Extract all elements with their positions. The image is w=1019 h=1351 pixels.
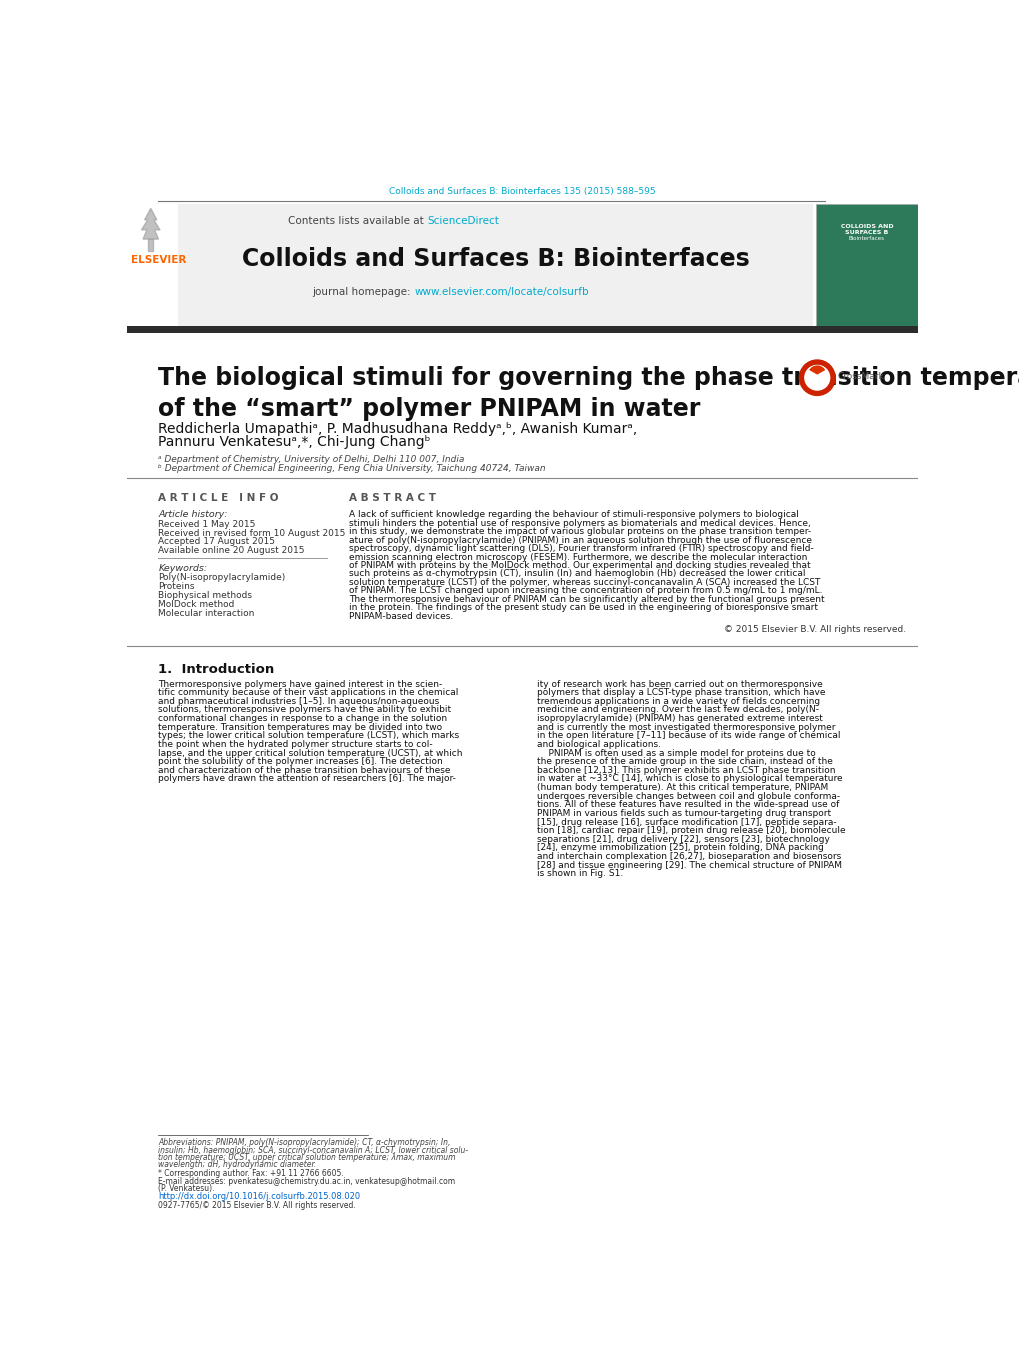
Text: * Corresponding author. Fax: +91 11 2766 6605.: * Corresponding author. Fax: +91 11 2766… (158, 1169, 344, 1178)
Text: Poly(N-isopropylacrylamide): Poly(N-isopropylacrylamide) (158, 573, 285, 582)
Text: PNIPAM in various fields such as tumour-targeting drug transport: PNIPAM in various fields such as tumour-… (536, 809, 830, 817)
Text: in water at ~33°C [14], which is close to physiological temperature: in water at ~33°C [14], which is close t… (536, 774, 842, 784)
Text: 1.  Introduction: 1. Introduction (158, 662, 274, 676)
Text: MolDock method: MolDock method (158, 600, 234, 609)
Text: point the solubility of the polymer increases [6]. The detection: point the solubility of the polymer incr… (158, 757, 443, 766)
Text: A lack of sufficient knowledge regarding the behaviour of stimuli-responsive pol: A lack of sufficient knowledge regarding… (348, 511, 798, 519)
Text: and pharmaceutical industries [1–5]. In aqueous/non-aqueous: and pharmaceutical industries [1–5]. In … (158, 697, 439, 705)
Text: 0927-7765/© 2015 Elsevier B.V. All rights reserved.: 0927-7765/© 2015 Elsevier B.V. All right… (158, 1201, 356, 1210)
Text: Biointerfaces: Biointerfaces (848, 236, 884, 240)
Text: and interchain complexation [26,27], bioseparation and biosensors: and interchain complexation [26,27], bio… (536, 852, 840, 861)
Text: in the open literature [7–11] because of its wide range of chemical: in the open literature [7–11] because of… (536, 731, 840, 740)
Text: Biophysical methods: Biophysical methods (158, 590, 253, 600)
Text: www.elsevier.com/locate/colsurfb: www.elsevier.com/locate/colsurfb (414, 286, 588, 297)
Text: Molecular interaction: Molecular interaction (158, 609, 255, 617)
Text: (human body temperature). At this critical temperature, PNIPAM: (human body temperature). At this critic… (536, 784, 827, 792)
Text: undergoes reversible changes between coil and globule conforma-: undergoes reversible changes between coi… (536, 792, 839, 801)
Text: insulin; Hb, haemoglobin; SCA, succinyl-concanavalin A; LCST, lower critical sol: insulin; Hb, haemoglobin; SCA, succinyl-… (158, 1146, 468, 1155)
Text: separations [21], drug delivery [22], sensors [23], biotechnology: separations [21], drug delivery [22], se… (536, 835, 828, 844)
Text: ature of poly(N-isopropylacrylamide) (PNIPAM) in an aqueous solution through the: ature of poly(N-isopropylacrylamide) (PN… (348, 535, 811, 544)
Text: conformational changes in response to a change in the solution: conformational changes in response to a … (158, 715, 447, 723)
Text: stimuli hinders the potential use of responsive polymers as biomaterials and med: stimuli hinders the potential use of res… (348, 519, 810, 528)
Bar (177, 204, 812, 328)
Text: Available online 20 August 2015: Available online 20 August 2015 (158, 546, 305, 554)
Text: [28] and tissue engineering [29]. The chemical structure of PNIPAM: [28] and tissue engineering [29]. The ch… (536, 861, 841, 870)
Text: lapse, and the upper critical solution temperature (UCST), at which: lapse, and the upper critical solution t… (158, 748, 463, 758)
Text: backbone [12,13]. This polymer exhibits an LCST phase transition: backbone [12,13]. This polymer exhibits … (536, 766, 835, 775)
Text: (P. Venkatesu).: (P. Venkatesu). (158, 1183, 215, 1193)
Text: Keywords:: Keywords: (158, 565, 208, 573)
Text: tremendous applications in a wide variety of fields concerning: tremendous applications in a wide variet… (536, 697, 819, 705)
Text: of PNIPAM with proteins by the MolDock method. Our experimental and docking stud: of PNIPAM with proteins by the MolDock m… (348, 561, 810, 570)
Text: [24], enzyme immobilization [25], protein folding, DNA packing: [24], enzyme immobilization [25], protei… (536, 843, 822, 852)
Text: Colloids and Surfaces B: Biointerfaces: Colloids and Surfaces B: Biointerfaces (242, 247, 749, 270)
Text: Contents lists available at: Contents lists available at (288, 216, 427, 226)
Text: Thermoresponsive polymers have gained interest in the scien-: Thermoresponsive polymers have gained in… (158, 680, 442, 689)
Polygon shape (149, 239, 153, 251)
Text: solutions, thermoresponsive polymers have the ability to exhibit: solutions, thermoresponsive polymers hav… (158, 705, 451, 715)
Text: PNIPAM-based devices.: PNIPAM-based devices. (348, 612, 453, 621)
Text: emission scanning electron microscopy (FESEM). Furthermore, we describe the mole: emission scanning electron microscopy (F… (348, 553, 807, 562)
Text: ᵇ Department of Chemical Engineering, Feng Chia University, Taichung 40724, Taiw: ᵇ Department of Chemical Engineering, Fe… (158, 463, 545, 473)
Text: [15], drug release [16], surface modification [17], peptide separa-: [15], drug release [16], surface modific… (536, 817, 836, 827)
Text: ELSEVIER: ELSEVIER (131, 254, 186, 265)
Text: and biological applications.: and biological applications. (536, 740, 660, 748)
Text: The thermoresponsive behaviour of PNIPAM can be significantly altered by the fun: The thermoresponsive behaviour of PNIPAM… (348, 594, 824, 604)
Circle shape (804, 365, 828, 390)
Text: solution temperature (LCST) of the polymer, whereas succinyl-concanavalin A (SCA: solution temperature (LCST) of the polym… (348, 578, 819, 586)
Text: A R T I C L E   I N F O: A R T I C L E I N F O (158, 493, 279, 503)
Text: is shown in Fig. S1.: is shown in Fig. S1. (536, 869, 623, 878)
Text: journal homepage:: journal homepage: (312, 286, 414, 297)
Text: temperature. Transition temperatures may be divided into two: temperature. Transition temperatures may… (158, 723, 442, 732)
Text: the presence of the amide group in the side chain, instead of the: the presence of the amide group in the s… (536, 757, 832, 766)
Text: tion temperature; UCST, upper critical solution temperature; λmax, maximum: tion temperature; UCST, upper critical s… (158, 1154, 455, 1162)
Text: COLLOIDS AND: COLLOIDS AND (840, 224, 893, 228)
Text: Received in revised form 10 August 2015: Received in revised form 10 August 2015 (158, 528, 345, 538)
Text: A B S T R A C T: A B S T R A C T (348, 493, 436, 503)
Text: Abbreviations: PNIPAM, poly(N-isopropylacrylamide); CT, α-chymotrypsin; In,: Abbreviations: PNIPAM, poly(N-isopropyla… (158, 1139, 450, 1147)
Text: PNIPAM is often used as a simple model for proteins due to: PNIPAM is often used as a simple model f… (536, 748, 814, 758)
Text: ᵃ Department of Chemistry, University of Delhi, Delhi 110 007, India: ᵃ Department of Chemistry, University of… (158, 455, 465, 463)
Text: polymers have drawn the attention of researchers [6]. The major-: polymers have drawn the attention of res… (158, 774, 455, 784)
Bar (815, 204, 917, 328)
Text: in the protein. The findings of the present study can be used in the engineering: in the protein. The findings of the pres… (348, 604, 817, 612)
Text: isopropylacrylamide) (PNIPAM) has generated extreme interest: isopropylacrylamide) (PNIPAM) has genera… (536, 715, 821, 723)
Text: SURFACES B: SURFACES B (845, 230, 888, 235)
Wedge shape (808, 365, 824, 374)
Text: CrossMark: CrossMark (837, 372, 883, 381)
Text: Article history:: Article history: (158, 511, 228, 519)
Text: tific community because of their vast applications in the chemical: tific community because of their vast ap… (158, 688, 459, 697)
Text: wavelength; dH, hydrodynamic diameter.: wavelength; dH, hydrodynamic diameter. (158, 1161, 317, 1170)
Text: medicine and engineering. Over the last few decades, poly(N-: medicine and engineering. Over the last … (536, 705, 818, 715)
Text: the point when the hydrated polymer structure starts to col-: the point when the hydrated polymer stru… (158, 740, 433, 748)
Text: ScienceDirect: ScienceDirect (427, 216, 499, 226)
Text: and characterization of the phase transition behaviours of these: and characterization of the phase transi… (158, 766, 450, 775)
Circle shape (799, 359, 835, 396)
Text: The biological stimuli for governing the phase transition temperature
of the “sm: The biological stimuli for governing the… (158, 366, 1019, 420)
Text: © 2015 Elsevier B.V. All rights reserved.: © 2015 Elsevier B.V. All rights reserved… (723, 626, 906, 634)
Bar (127, 326, 917, 334)
Text: Reddicherla Umapathiᵃ, P. Madhusudhana Reddyᵃ,ᵇ, Awanish Kumarᵃ,: Reddicherla Umapathiᵃ, P. Madhusudhana R… (158, 423, 637, 436)
Bar (127, 204, 177, 328)
Text: Colloids and Surfaces B: Biointerfaces 135 (2015) 588–595: Colloids and Surfaces B: Biointerfaces 1… (389, 186, 655, 196)
Text: http://dx.doi.org/10.1016/j.colsurfb.2015.08.020: http://dx.doi.org/10.1016/j.colsurfb.201… (158, 1193, 361, 1201)
Text: Received 1 May 2015: Received 1 May 2015 (158, 520, 256, 530)
Text: such proteins as α-chymotrypsin (CT), insulin (In) and haemoglobin (Hb) decrease: such proteins as α-chymotrypsin (CT), in… (348, 570, 805, 578)
Text: Accepted 17 August 2015: Accepted 17 August 2015 (158, 538, 275, 546)
Text: polymers that display a LCST-type phase transition, which have: polymers that display a LCST-type phase … (536, 688, 824, 697)
Text: tions. All of these features have resulted in the wide-spread use of: tions. All of these features have result… (536, 800, 839, 809)
Text: ity of research work has been carried out on thermoresponsive: ity of research work has been carried ou… (536, 680, 821, 689)
Text: E-mail addresses: pvenkatesu@chemistry.du.ac.in, venkatesup@hotmail.com: E-mail addresses: pvenkatesu@chemistry.d… (158, 1177, 455, 1186)
Text: and is currently the most investigated thermoresponsive polymer: and is currently the most investigated t… (536, 723, 835, 732)
Text: of PNIPAM. The LCST changed upon increasing the concentration of protein from 0.: of PNIPAM. The LCST changed upon increas… (348, 586, 822, 596)
Text: spectroscopy, dynamic light scattering (DLS), Fourier transform infrared (FTIR) : spectroscopy, dynamic light scattering (… (348, 544, 813, 553)
Polygon shape (142, 208, 160, 239)
Text: Pannuru Venkatesuᵃ,*, Chi-Jung Changᵇ: Pannuru Venkatesuᵃ,*, Chi-Jung Changᵇ (158, 435, 431, 449)
Text: in this study, we demonstrate the impact of various globular proteins on the pha: in this study, we demonstrate the impact… (348, 527, 810, 536)
Text: Proteins: Proteins (158, 582, 195, 592)
Text: types; the lower critical solution temperature (LCST), which marks: types; the lower critical solution tempe… (158, 731, 460, 740)
Text: tion [18], cardiac repair [19], protein drug release [20], biomolecule: tion [18], cardiac repair [19], protein … (536, 827, 845, 835)
